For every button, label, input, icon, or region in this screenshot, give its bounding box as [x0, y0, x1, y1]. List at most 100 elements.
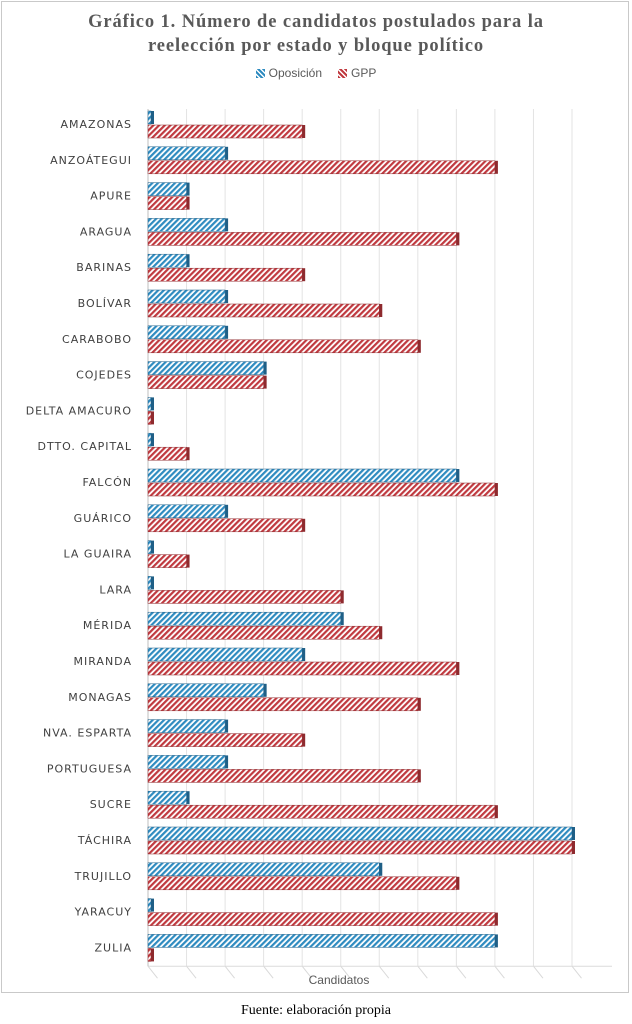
bar-side [151, 540, 154, 554]
bar [147, 289, 226, 304]
bar-side [456, 469, 460, 482]
bar [147, 182, 187, 196]
category-label: ANZOÁTEGUI [50, 154, 132, 167]
legend-label-oposicion: Oposición [268, 66, 323, 80]
bar-side [494, 160, 498, 174]
bar [147, 196, 187, 210]
bar [147, 411, 152, 425]
bar [147, 267, 303, 282]
bar [147, 590, 341, 604]
bar-side [494, 805, 498, 819]
bar-side [379, 304, 383, 317]
bar [147, 876, 457, 891]
bar-side [186, 254, 190, 268]
bar-side [572, 841, 575, 854]
bar [147, 611, 341, 626]
bar-side [417, 769, 421, 783]
bar [147, 948, 152, 962]
chart-title-line-2: reelección por estado y bloque político [147, 36, 485, 56]
floor-gridline [263, 965, 274, 979]
bar [147, 733, 303, 747]
bar-side [186, 196, 190, 210]
bar [147, 397, 152, 411]
bar-side [302, 648, 306, 661]
bar [147, 898, 152, 912]
bar [147, 124, 303, 139]
chart-title-line-1: Gráfico 1. Número de candidatos postulad… [88, 12, 544, 32]
category-label: TÁCHIRA [77, 834, 132, 847]
category-label: CARABOBO [62, 333, 132, 346]
bar [147, 554, 187, 568]
bar-side [186, 447, 190, 461]
category-label: DTTO. CAPITAL [37, 440, 132, 453]
category-label: BARINAS [76, 261, 132, 274]
chart-legend: Oposición GPP [0, 66, 632, 80]
category-label: ARAGUA [80, 225, 132, 238]
bar [147, 339, 419, 354]
chart-frame [1, 1, 629, 993]
bar-side [302, 518, 306, 532]
category-label: DELTA AMACURO [26, 404, 132, 417]
bar [147, 518, 303, 533]
bar-side [151, 898, 154, 912]
bar [147, 826, 573, 841]
bar-side [494, 934, 498, 948]
bar-side [186, 791, 190, 805]
category-label: PORTUGUESA [47, 762, 132, 775]
bar-side [151, 397, 154, 411]
category-label-layer: AMAZONAS ANZOÁTEGUI APURE ARAGUA BARINAS BOLÍ… [26, 118, 133, 954]
bar [147, 218, 226, 232]
bar [147, 482, 496, 497]
bar [147, 576, 152, 590]
bar [147, 755, 226, 769]
floor-gridline [224, 965, 235, 979]
bar [147, 146, 226, 161]
bar-layer [147, 110, 575, 962]
bar [147, 160, 496, 175]
bar-side [302, 125, 306, 138]
bar [147, 540, 152, 554]
bar-side [263, 375, 267, 389]
bar [147, 790, 187, 805]
bar-side [494, 483, 498, 496]
category-label: ZULIA [95, 941, 132, 954]
floor-gridline [378, 965, 390, 979]
floor-gridline [571, 965, 582, 979]
bar [147, 253, 187, 268]
legend-item-oposicion: Oposición [255, 66, 323, 80]
bar [147, 625, 380, 640]
bar-side [302, 268, 306, 282]
category-label: MIRANDA [74, 655, 133, 668]
bar [147, 325, 226, 340]
bar-side [456, 232, 460, 246]
bar-side [151, 411, 154, 425]
floor-gridline [455, 965, 467, 979]
bar [147, 468, 457, 483]
bar-side [225, 325, 229, 339]
category-label: LARA [99, 583, 132, 596]
floor-gridline [340, 965, 351, 979]
category-label: YARACUY [74, 906, 132, 919]
bar-side [456, 876, 460, 890]
category-label: FALCÓN [82, 476, 132, 489]
bar [147, 683, 264, 698]
legend-swatch-oposicion [255, 68, 265, 78]
category-label: LA GUAIRA [64, 548, 132, 561]
bar [147, 697, 419, 712]
source-note: Fuente: elaboración propia [240, 1003, 392, 1018]
bar-side [225, 755, 229, 769]
category-label: COJEDES [76, 369, 132, 382]
category-label: GUÁRICO [74, 512, 132, 525]
floor-gridline [301, 965, 313, 979]
legend-item-gpp: GPP [338, 66, 376, 80]
bar-side [225, 719, 229, 733]
bar [147, 840, 573, 855]
bar [147, 912, 496, 926]
legend-swatch-gpp [338, 68, 348, 78]
floor-gridline [417, 965, 428, 979]
bar-side [417, 697, 421, 711]
bar [147, 361, 264, 375]
bar-chart: AMAZONAS ANZOÁTEGUI APURE ARAGUA BARINAS BOLÍ… [26, 109, 612, 987]
bar-side [225, 146, 229, 160]
bar [147, 647, 303, 662]
